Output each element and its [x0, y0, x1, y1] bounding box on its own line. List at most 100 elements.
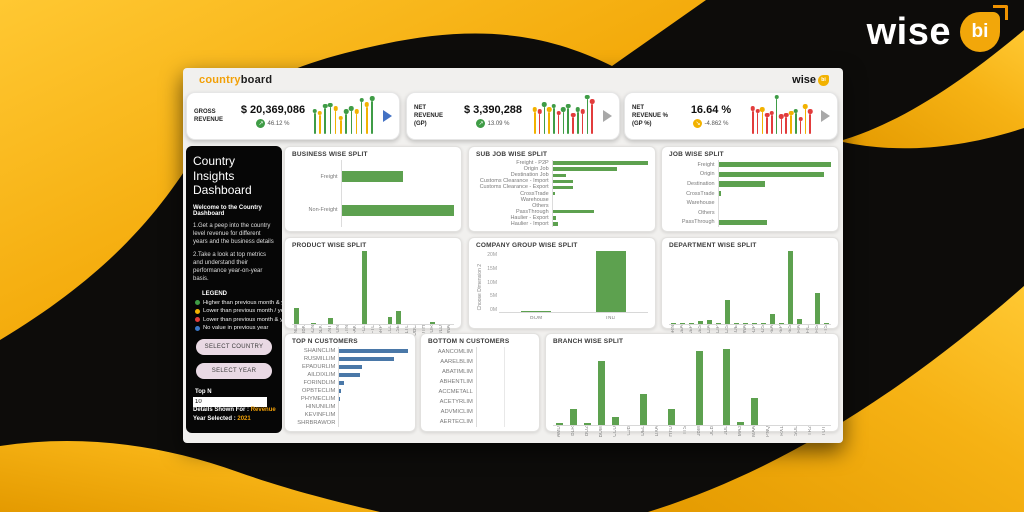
bar[interactable]	[718, 190, 721, 197]
bar[interactable]	[752, 323, 757, 324]
chart-column: BBK	[300, 251, 310, 341]
kpi-value-block: $ 3,390,288 ↗ 13.09 %	[460, 104, 526, 128]
bar[interactable]	[639, 393, 647, 425]
bar[interactable]	[770, 313, 775, 324]
sparkline-dot-icon	[349, 106, 354, 111]
category-label: SHAINCLIM	[303, 348, 336, 354]
chart-title: BUSINESS WISE SPLIT	[292, 151, 368, 158]
chart-column: LTL	[402, 251, 412, 341]
bar[interactable]	[743, 322, 748, 324]
bar[interactable]	[716, 323, 721, 324]
select-country-button[interactable]: SELECT COUNTRY	[196, 339, 272, 356]
bar[interactable]	[797, 318, 802, 324]
chart-row: PassThrough	[476, 208, 648, 215]
bar[interactable]	[667, 408, 675, 425]
bar[interactable]	[339, 396, 341, 402]
bar[interactable]	[552, 191, 555, 196]
kpi-label: GROSS REVENUE	[194, 108, 224, 123]
bar[interactable]	[761, 323, 766, 324]
bar[interactable]	[556, 422, 564, 425]
bar[interactable]	[339, 372, 360, 378]
bar[interactable]	[598, 361, 606, 425]
bar[interactable]	[339, 348, 408, 354]
chart-plot-area[interactable]: AMD BLR BO2 BOM CCU CJB DEL DXA HYD ITS JBM JCB JDL M…	[553, 347, 832, 444]
bar[interactable]	[552, 222, 559, 226]
chart-plot-area[interactable]: Freight - P2P Origin Job Destination Job Cu…	[476, 160, 648, 228]
bar[interactable]	[815, 293, 820, 324]
select-year-button[interactable]: SELECT YEAR	[196, 363, 272, 380]
category-label: LTL	[404, 325, 410, 334]
bar[interactable]	[595, 251, 626, 312]
bar[interactable]	[824, 323, 829, 324]
bar[interactable]	[552, 210, 594, 214]
bar[interactable]	[718, 162, 831, 168]
bar[interactable]	[521, 311, 552, 312]
bar[interactable]	[698, 321, 703, 324]
chart-row: ABHENTLIM	[428, 377, 532, 387]
chart-column: DNA	[741, 251, 750, 341]
chart-plot-area[interactable]: BRN CEA CEP CES CIA CIP CIS COE DNA FDP FDS FEA FEP F…	[669, 251, 831, 341]
kpi-delta: ↘ -4.862 %	[693, 119, 729, 128]
bar-track	[551, 214, 648, 221]
bar[interactable]	[725, 299, 730, 324]
bar[interactable]	[339, 388, 341, 394]
bar[interactable]	[430, 321, 436, 324]
bar[interactable]	[310, 322, 316, 324]
chart-column: SOL	[789, 347, 804, 444]
bar[interactable]	[723, 348, 731, 425]
bar[interactable]	[788, 251, 793, 324]
bar[interactable]	[779, 323, 784, 324]
bar[interactable]	[341, 204, 454, 216]
sparkline-point	[333, 106, 338, 134]
bar[interactable]	[339, 380, 344, 386]
chart-column: RX1	[775, 347, 790, 444]
topn-input[interactable]	[193, 397, 267, 408]
bar[interactable]	[293, 307, 299, 324]
bar[interactable]	[328, 318, 333, 324]
bar[interactable]	[396, 310, 401, 324]
bar[interactable]	[689, 322, 694, 324]
chart-plot-area[interactable]: Freight Non-Freight	[292, 160, 454, 227]
bar[interactable]	[671, 323, 676, 324]
bar[interactable]	[570, 409, 578, 425]
sparkline-dot-icon	[322, 103, 328, 109]
bar[interactable]	[552, 167, 617, 171]
sparkline-dot-icon	[760, 107, 765, 112]
bar[interactable]	[695, 350, 703, 425]
category-label: FIA	[797, 325, 802, 333]
bar[interactable]	[584, 423, 592, 425]
bar[interactable]	[339, 364, 363, 370]
chart-plot-area[interactable]: SHAINCLIM RUSMILLIM EPADURLIM AILDIXLIM FORI…	[292, 347, 408, 427]
chart-plot-area[interactable]: Freight Origin Destination CrossTrade Wareho…	[669, 160, 831, 228]
category-label: ADVMICLIM	[440, 409, 473, 415]
bar[interactable]	[339, 356, 395, 362]
bar[interactable]	[734, 322, 739, 324]
bar[interactable]	[718, 181, 765, 187]
sparkline-point	[542, 102, 547, 134]
bar[interactable]	[552, 185, 573, 190]
bar[interactable]	[707, 320, 712, 324]
sidebar-instruction-1: 1.Get a peep into the country level reve…	[193, 222, 274, 246]
bar[interactable]	[751, 397, 759, 425]
bar[interactable]	[612, 417, 620, 425]
bar[interactable]	[387, 317, 393, 324]
bar[interactable]	[362, 251, 367, 324]
chart-plot-area[interactable]: Choose Dimension 2 20M 15M 10M 5M 0M BOM IND	[476, 251, 648, 324]
bar[interactable]	[552, 173, 567, 177]
bar[interactable]	[737, 421, 745, 425]
category-label: Haulier - Import	[510, 220, 549, 227]
bar[interactable]	[552, 179, 573, 183]
bar[interactable]	[680, 323, 685, 324]
kpi-next-arrow-icon[interactable]	[383, 110, 392, 122]
bar[interactable]	[552, 161, 648, 165]
bar[interactable]	[718, 219, 767, 225]
sparkline-point	[369, 96, 375, 134]
bar[interactable]	[552, 216, 557, 220]
kpi-next-arrow-icon[interactable]	[603, 110, 612, 122]
kpi-next-arrow-icon[interactable]	[821, 110, 830, 122]
bar[interactable]	[341, 171, 404, 183]
chart-row: SHAINCLIM	[292, 347, 408, 355]
chart-plot-area[interactable]: Null BBK BCN BLK CNT CON CTN FAK FCL FTL GRP LCL LSE…	[292, 251, 455, 341]
chart-plot-area[interactable]: AANCOMLIM AARELBLIM ABATIMLIM ABHENTLIM ACCM…	[428, 347, 532, 427]
bar[interactable]	[718, 171, 825, 177]
